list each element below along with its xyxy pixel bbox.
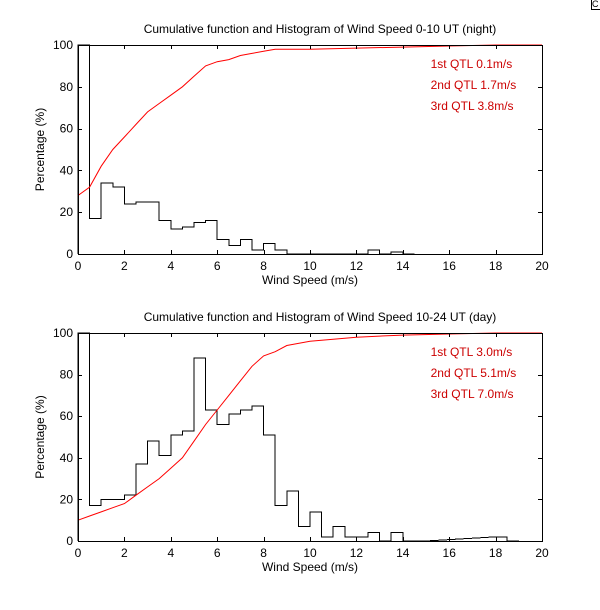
histogram-bar — [391, 533, 403, 541]
histogram-bar — [345, 537, 357, 541]
x-tick-label: 16 — [443, 259, 457, 273]
histogram-bar — [194, 358, 206, 541]
x-tick-label: 18 — [489, 259, 503, 273]
quantile-annotation: 1st QTL 3.0m/s — [431, 345, 513, 359]
y-tick-label: 80 — [60, 368, 74, 382]
y-tick-label: 100 — [53, 326, 73, 340]
x-axis-label: Wind Speed (m/s) — [262, 273, 358, 287]
histogram-bar — [148, 202, 160, 254]
histogram-bar — [171, 229, 183, 254]
chart-title: Cumulative function and Histogram of Win… — [144, 22, 497, 36]
chart-panel-1: 0 2 4 6 8 10 12 14 16 18 20 0 20 40 60 80 100 Cumulative … — [33, 22, 549, 287]
y-tick-label: 60 — [60, 122, 74, 136]
x-tick-label: 0 — [75, 546, 82, 560]
x-tick-label: 2 — [121, 259, 128, 273]
quantile-annotation: 3rd QTL 3.8m/s — [431, 99, 514, 113]
quantile-annotation: 1st QTL 0.1m/s — [431, 57, 513, 71]
histogram-bar — [171, 435, 183, 541]
histogram-bar — [229, 414, 241, 541]
y-tick-label: 20 — [60, 205, 74, 219]
y-tick-label: 100 — [53, 38, 73, 52]
histogram-bar — [333, 526, 345, 541]
histogram-bar — [113, 187, 125, 254]
histogram-bar — [240, 239, 252, 254]
x-tick-label: 18 — [489, 546, 503, 560]
histogram-bar — [136, 202, 148, 254]
plot-area — [78, 333, 542, 541]
corner-mark: C — [591, 0, 600, 10]
x-tick-label: 8 — [260, 259, 267, 273]
histogram-bar — [101, 499, 113, 541]
histogram-bar — [159, 456, 171, 541]
y-tick-label: 40 — [60, 163, 74, 177]
x-tick-label: 10 — [303, 546, 317, 560]
x-tick-label: 20 — [535, 259, 549, 273]
histogram-bar — [124, 204, 136, 254]
x-tick-label: 12 — [350, 259, 364, 273]
histogram-bar — [368, 533, 380, 541]
histogram-bar — [148, 441, 160, 541]
histogram-line — [77, 332, 519, 542]
histogram-bar — [78, 45, 90, 254]
x-tick-label: 16 — [443, 546, 457, 560]
histogram-bar — [240, 410, 252, 541]
x-tick-label: 6 — [214, 259, 221, 273]
histogram-bar — [298, 526, 310, 541]
histogram-bar — [101, 183, 113, 254]
quantile-annotation: 2nd QTL 5.1m/s — [431, 366, 517, 380]
chart-panel-2: 0 2 4 6 8 10 12 14 16 18 20 0 20 40 60 80 100 Cumulative … — [33, 310, 549, 574]
histogram-bar — [78, 333, 90, 541]
quantile-annotation: 2nd QTL 1.7m/s — [431, 78, 517, 92]
histogram-bar — [275, 506, 287, 541]
x-tick-label: 12 — [350, 546, 364, 560]
histogram-bar — [496, 537, 508, 541]
y-axis-label: Percentage (%) — [33, 395, 47, 478]
histogram-bar — [229, 246, 241, 254]
histogram-bar — [264, 244, 276, 254]
histogram-bar — [194, 223, 206, 254]
x-tick-label: 10 — [303, 259, 317, 273]
histogram-bar — [252, 250, 264, 254]
plot-area — [78, 45, 542, 254]
histogram-bar — [252, 406, 264, 541]
y-tick-label: 60 — [60, 409, 74, 423]
histogram-bar — [310, 512, 322, 541]
histogram-bar — [136, 464, 148, 541]
cumulative-curve — [77, 332, 542, 521]
x-tick-label: 0 — [75, 259, 82, 273]
histogram-bar — [322, 537, 334, 541]
chart-title: Cumulative function and Histogram of Win… — [144, 310, 497, 324]
y-tick-label: 0 — [66, 534, 73, 548]
y-tick-label: 0 — [66, 247, 73, 261]
histogram-bar — [182, 431, 194, 541]
histogram-bar — [90, 506, 102, 541]
histogram-bar — [217, 239, 229, 254]
x-tick-label: 14 — [396, 259, 410, 273]
histogram-bar — [159, 221, 171, 254]
y-axis-label: Percentage (%) — [33, 108, 47, 191]
x-tick-label: 4 — [167, 546, 174, 560]
histogram-bar — [206, 221, 218, 254]
x-tick-label: 4 — [167, 259, 174, 273]
histogram-bar — [275, 250, 287, 254]
histogram-bar — [206, 410, 218, 541]
y-tick-label: 20 — [60, 492, 74, 506]
histogram-bar — [368, 250, 380, 254]
histogram-bar — [264, 435, 276, 541]
histogram-bar — [287, 491, 299, 541]
x-tick-label: 2 — [121, 546, 128, 560]
x-tick-label: 6 — [214, 546, 221, 560]
y-tick-label: 40 — [60, 451, 74, 465]
x-tick-label: 14 — [396, 546, 410, 560]
y-tick-label: 80 — [60, 80, 74, 94]
histogram-bar — [356, 537, 368, 541]
x-tick-label: 20 — [535, 546, 549, 560]
x-axis-label: Wind Speed (m/s) — [262, 560, 358, 574]
histogram-bar — [90, 218, 102, 254]
quantile-annotation: 3rd QTL 7.0m/s — [431, 387, 514, 401]
histogram-bar — [182, 227, 194, 254]
x-tick-label: 8 — [260, 546, 267, 560]
histogram-bar — [217, 425, 229, 541]
